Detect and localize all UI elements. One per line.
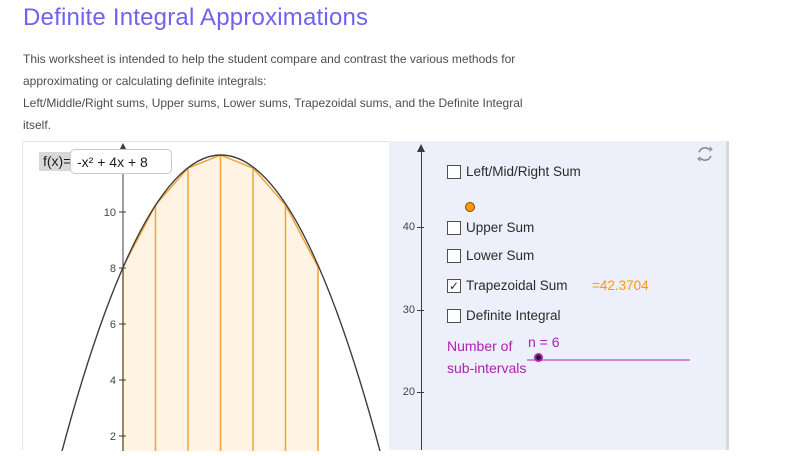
- function-input[interactable]: [70, 149, 172, 174]
- tick-label: 4: [110, 375, 116, 387]
- worksheet-description: This worksheet is intended to help the s…: [23, 48, 523, 136]
- checkbox-left-mid-right-sum[interactable]: Left/Mid/Right Sum: [447, 164, 581, 179]
- checkbox-label: Left/Mid/Right Sum: [466, 164, 581, 179]
- checkbox-icon: [447, 220, 461, 235]
- geogebra-applet: 10 8 6 4 2 f(x)= 40 30 20: [22, 141, 729, 452]
- graph-canvas[interactable]: 10 8 6 4 2 f(x)=: [22, 141, 389, 452]
- checkbox-icon: [447, 248, 461, 263]
- trapezoidal-sum-value: =42.3704: [592, 278, 649, 293]
- function-label: f(x)=: [39, 152, 76, 171]
- function-curve: [61, 154, 381, 452]
- description-line: approximating or calculating definite in…: [23, 74, 267, 88]
- description-line: Left/Middle/Right sums, Upper sums, Lowe…: [23, 96, 523, 110]
- tick-label: 8: [110, 263, 116, 275]
- slider-caption-line1: Number of: [447, 338, 513, 354]
- page-title: Definite Integral Approximations: [23, 4, 369, 31]
- checkbox-label: Upper Sum: [466, 220, 535, 235]
- point-marker[interactable]: [465, 202, 475, 212]
- checkbox-icon: [447, 308, 461, 323]
- description-line: itself.: [23, 118, 52, 132]
- checkbox-label: Trapezoidal Sum: [466, 278, 568, 293]
- slider-value-label: n = 6: [528, 334, 560, 350]
- checkbox-lower-sum[interactable]: Lower Sum: [447, 248, 534, 263]
- tick-label: 6: [110, 319, 116, 331]
- tick: [417, 310, 424, 311]
- tick: [417, 392, 424, 393]
- tick-label: 20: [402, 386, 415, 398]
- checkbox-upper-sum[interactable]: Upper Sum: [447, 220, 534, 235]
- description-line: This worksheet is intended to help the s…: [23, 52, 516, 66]
- checkbox-icon: [447, 164, 461, 179]
- y-axis: [421, 150, 422, 450]
- checkbox-definite-integral[interactable]: Definite Integral: [447, 308, 561, 323]
- y-axis-arrow: [417, 144, 425, 152]
- reset-button[interactable]: [695, 144, 715, 164]
- checkbox-label: Definite Integral: [466, 308, 561, 323]
- tick-label: 2: [110, 431, 116, 443]
- n-slider-track[interactable]: [527, 359, 690, 361]
- tick: [417, 227, 424, 228]
- n-slider-handle[interactable]: [534, 353, 543, 362]
- slider-caption-line2: sub-intervals: [447, 360, 527, 376]
- checkbox-checked-icon: ✓: [447, 278, 461, 293]
- checkbox-label: Lower Sum: [466, 248, 535, 263]
- controls-canvas[interactable]: 40 30 20 Left/Mid/Right Sum Upper Sum: [389, 141, 726, 450]
- trapezoid-inner-edges: [154, 155, 287, 451]
- function-plot: 10 8 6 4 2: [61, 143, 381, 452]
- tick-label: 40: [402, 221, 415, 233]
- tick-label: 30: [402, 304, 415, 316]
- tick-label: 10: [104, 207, 116, 219]
- refresh-icon: [697, 146, 713, 162]
- checkbox-trapezoidal-sum[interactable]: ✓ Trapezoidal Sum: [447, 278, 568, 293]
- scroll-edge: [726, 141, 729, 450]
- y-axis-ticks: [119, 211, 126, 437]
